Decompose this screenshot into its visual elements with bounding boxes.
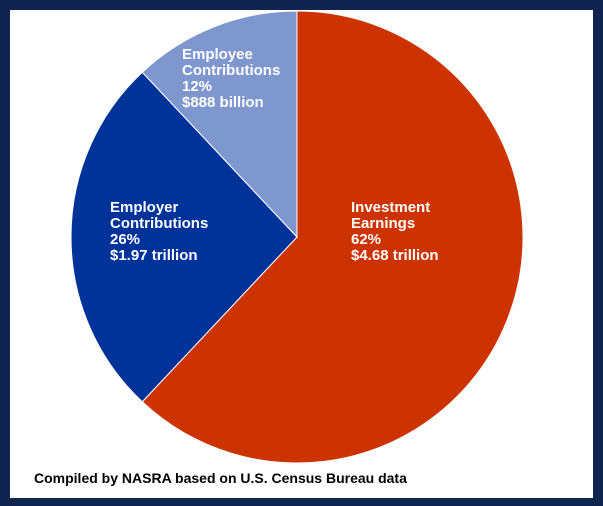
slice-label-employer: Employer Contributions 26% $1.97 trillion [110,199,208,264]
slice-label-line: Employer [110,199,179,216]
chart-panel: Investment Earnings 62% $4.68 trillion Emplo… [10,10,593,498]
slice-label-line: Investment [351,199,430,216]
slice-label-line: 62% [351,231,381,248]
slice-label-employee: Employee Contributions 12% $888 billion [182,46,280,111]
pie-slice-employer [70,71,298,403]
pie-slice-investment [141,10,524,464]
pie-slice-employee [141,10,298,239]
pie-slices [70,10,524,464]
slice-label-line: Employee [182,46,253,63]
slice-labels: Investment Earnings 62% $4.68 trillion Emplo… [110,46,439,264]
slice-label-line: Contributions [182,62,280,79]
slice-label-line: 12% [182,78,212,95]
pie-chart: Investment Earnings 62% $4.68 trillion Emplo… [70,10,524,464]
source-note: Compiled by NASRA based on U.S. Census B… [34,470,407,486]
slice-label-line: Earnings [351,215,415,232]
slice-label-line: $1.97 trillion [110,247,198,264]
slice-label-investment: Investment Earnings 62% $4.68 trillion [351,199,439,264]
slice-label-line: 26% [110,231,140,248]
slice-label-line: Contributions [110,215,208,232]
slice-label-line: $4.68 trillion [351,247,439,264]
slice-label-line: $888 billion [182,94,264,111]
